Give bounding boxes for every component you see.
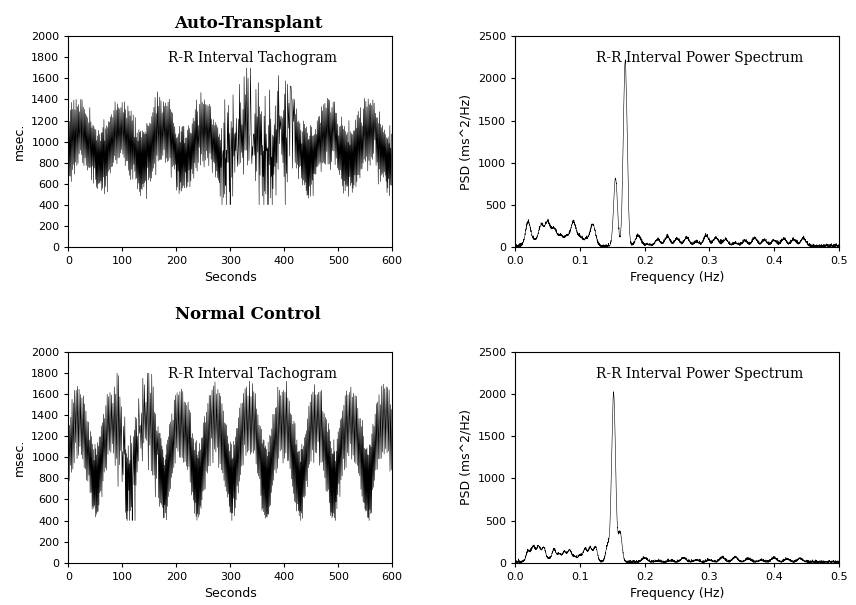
- Text: Auto-Transplant: Auto-Transplant: [174, 15, 323, 32]
- Text: R-R Interval Tachogram: R-R Interval Tachogram: [169, 367, 337, 381]
- Y-axis label: PSD (ms^2/Hz): PSD (ms^2/Hz): [460, 410, 473, 505]
- X-axis label: Frequency (Hz): Frequency (Hz): [630, 587, 724, 600]
- Y-axis label: PSD (ms^2/Hz): PSD (ms^2/Hz): [460, 94, 473, 189]
- Text: R-R Interval Power Spectrum: R-R Interval Power Spectrum: [596, 51, 803, 65]
- Text: Normal Control: Normal Control: [175, 306, 321, 322]
- Y-axis label: msec.: msec.: [13, 123, 26, 160]
- X-axis label: Seconds: Seconds: [204, 587, 257, 600]
- Y-axis label: msec.: msec.: [13, 439, 26, 476]
- X-axis label: Seconds: Seconds: [204, 272, 257, 284]
- Text: R-R Interval Power Spectrum: R-R Interval Power Spectrum: [596, 367, 803, 381]
- Text: R-R Interval Tachogram: R-R Interval Tachogram: [169, 51, 337, 65]
- X-axis label: Frequency (Hz): Frequency (Hz): [630, 272, 724, 284]
